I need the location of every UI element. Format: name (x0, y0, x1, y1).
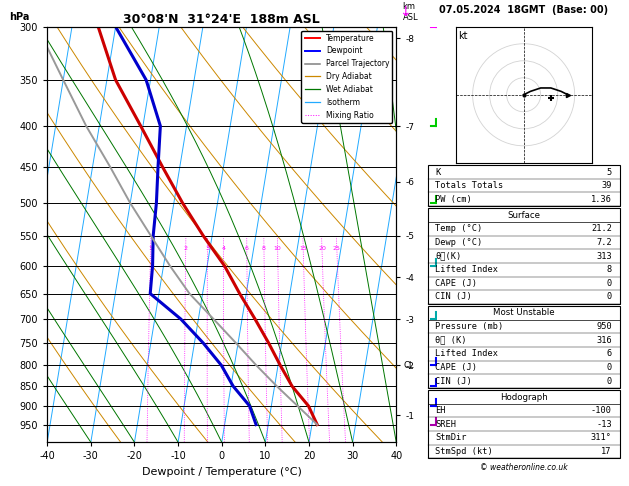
Text: 8: 8 (262, 246, 266, 251)
Text: 3: 3 (206, 246, 209, 251)
Text: StmSpd (kt): StmSpd (kt) (435, 447, 493, 456)
Text: kt: kt (459, 31, 468, 41)
Text: 313: 313 (596, 252, 612, 260)
Text: 6: 6 (606, 349, 612, 358)
Text: Lifted Index: Lifted Index (435, 265, 498, 274)
Text: 7.2: 7.2 (596, 238, 612, 247)
Text: Surface: Surface (507, 211, 540, 220)
Text: CL: CL (403, 361, 414, 370)
Text: CAPE (J): CAPE (J) (435, 279, 477, 288)
Text: km
ASL: km ASL (403, 2, 418, 22)
X-axis label: Dewpoint / Temperature (°C): Dewpoint / Temperature (°C) (142, 467, 302, 477)
Text: Hodograph: Hodograph (500, 393, 547, 401)
Text: θᴄ(K): θᴄ(K) (435, 252, 462, 260)
Text: 4: 4 (221, 246, 225, 251)
Text: Totals Totals: Totals Totals (435, 181, 504, 190)
Text: 311°: 311° (591, 434, 612, 442)
Text: 20: 20 (318, 246, 326, 251)
Text: CAPE (J): CAPE (J) (435, 363, 477, 372)
Text: 1.36: 1.36 (591, 195, 612, 204)
Text: PW (cm): PW (cm) (435, 195, 472, 204)
Title: 30°08'N  31°24'E  188m ASL: 30°08'N 31°24'E 188m ASL (123, 13, 320, 26)
Text: 39: 39 (601, 181, 612, 190)
Text: 0: 0 (606, 363, 612, 372)
Text: 2: 2 (184, 246, 187, 251)
Text: 10: 10 (274, 246, 282, 251)
Text: 15: 15 (299, 246, 307, 251)
Text: Temp (°C): Temp (°C) (435, 225, 482, 233)
Text: hPa: hPa (9, 12, 30, 22)
Text: -100: -100 (591, 406, 612, 415)
Text: 1: 1 (148, 246, 152, 251)
Text: 0: 0 (606, 377, 612, 385)
Text: SREH: SREH (435, 420, 457, 429)
Text: 5: 5 (606, 168, 612, 176)
Text: Pressure (mb): Pressure (mb) (435, 322, 504, 331)
Text: CIN (J): CIN (J) (435, 377, 472, 385)
Text: 316: 316 (596, 336, 612, 345)
Text: 950: 950 (596, 322, 612, 331)
Text: 6: 6 (245, 246, 248, 251)
Text: 17: 17 (601, 447, 612, 456)
Text: 07.05.2024  18GMT  (Base: 00): 07.05.2024 18GMT (Base: 00) (439, 4, 608, 15)
Text: K: K (435, 168, 441, 176)
Text: 21.2: 21.2 (591, 225, 612, 233)
Text: © weatheronline.co.uk: © weatheronline.co.uk (480, 463, 567, 472)
Text: 8: 8 (606, 265, 612, 274)
Text: θᴄ (K): θᴄ (K) (435, 336, 467, 345)
Text: Most Unstable: Most Unstable (493, 309, 554, 317)
Text: StmDir: StmDir (435, 434, 467, 442)
Legend: Temperature, Dewpoint, Parcel Trajectory, Dry Adiabat, Wet Adiabat, Isotherm, Mi: Temperature, Dewpoint, Parcel Trajectory… (301, 31, 392, 122)
Text: CIN (J): CIN (J) (435, 293, 472, 301)
Text: 0: 0 (606, 293, 612, 301)
Text: 25: 25 (333, 246, 341, 251)
Text: -13: -13 (596, 420, 612, 429)
Text: 0: 0 (606, 279, 612, 288)
Text: EH: EH (435, 406, 446, 415)
Text: ↓: ↓ (399, 5, 411, 19)
Text: Dewp (°C): Dewp (°C) (435, 238, 482, 247)
Text: Lifted Index: Lifted Index (435, 349, 498, 358)
